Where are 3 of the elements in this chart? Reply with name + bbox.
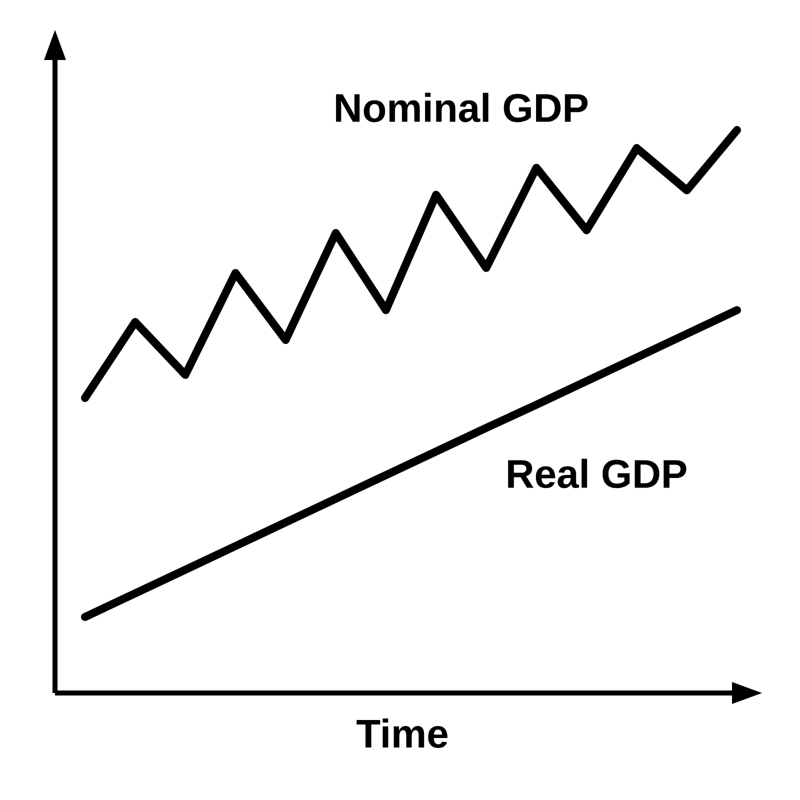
series-label: Nominal GDP	[336, 92, 588, 122]
x-axis-title: Time	[356, 718, 448, 748]
series-label: Real GDP	[508, 458, 686, 488]
